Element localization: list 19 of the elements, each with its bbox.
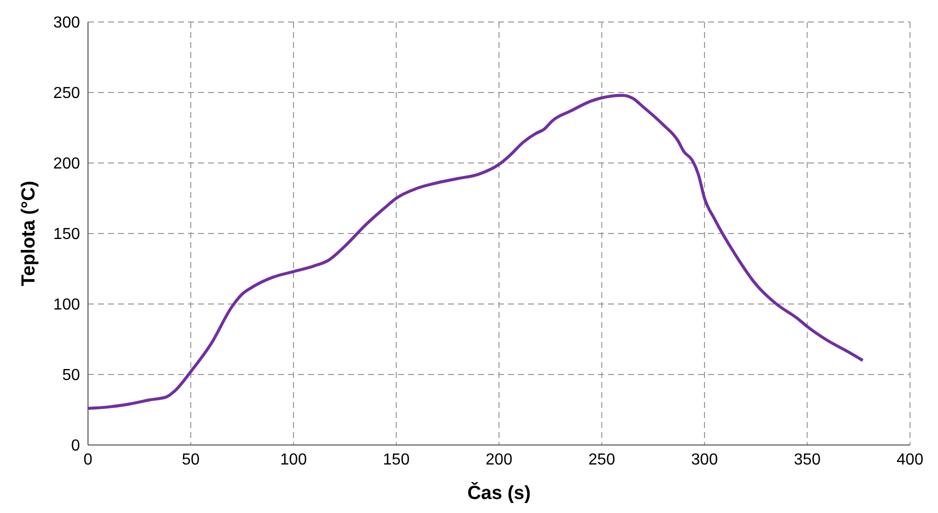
x-tick-label: 100 <box>280 451 307 468</box>
x-tick-label: 150 <box>382 451 410 468</box>
y-tick-label: 300 <box>53 14 80 32</box>
x-tick-label: 50 <box>182 451 200 468</box>
x-tick-label: 350 <box>794 451 821 468</box>
x-tick-label: 250 <box>588 451 616 468</box>
y-tick-label: 250 <box>53 85 80 102</box>
line-series <box>88 94 864 410</box>
y-tick-label: 0 <box>71 438 80 455</box>
y-tick-label: 200 <box>53 156 80 173</box>
x-tick-label: 200 <box>486 451 512 468</box>
y-tick-label: 150 <box>53 226 80 244</box>
x-tick-label: 300 <box>691 451 718 468</box>
x-tick-label: 400 <box>896 451 924 468</box>
y-axis-title: Teplota (°C) <box>18 180 40 286</box>
y-tick-label: 100 <box>53 296 80 314</box>
x-axis-title: Čas (s) <box>467 481 531 504</box>
x-tick-label: 0 <box>84 451 93 468</box>
y-tick-label: 50 <box>62 367 80 384</box>
